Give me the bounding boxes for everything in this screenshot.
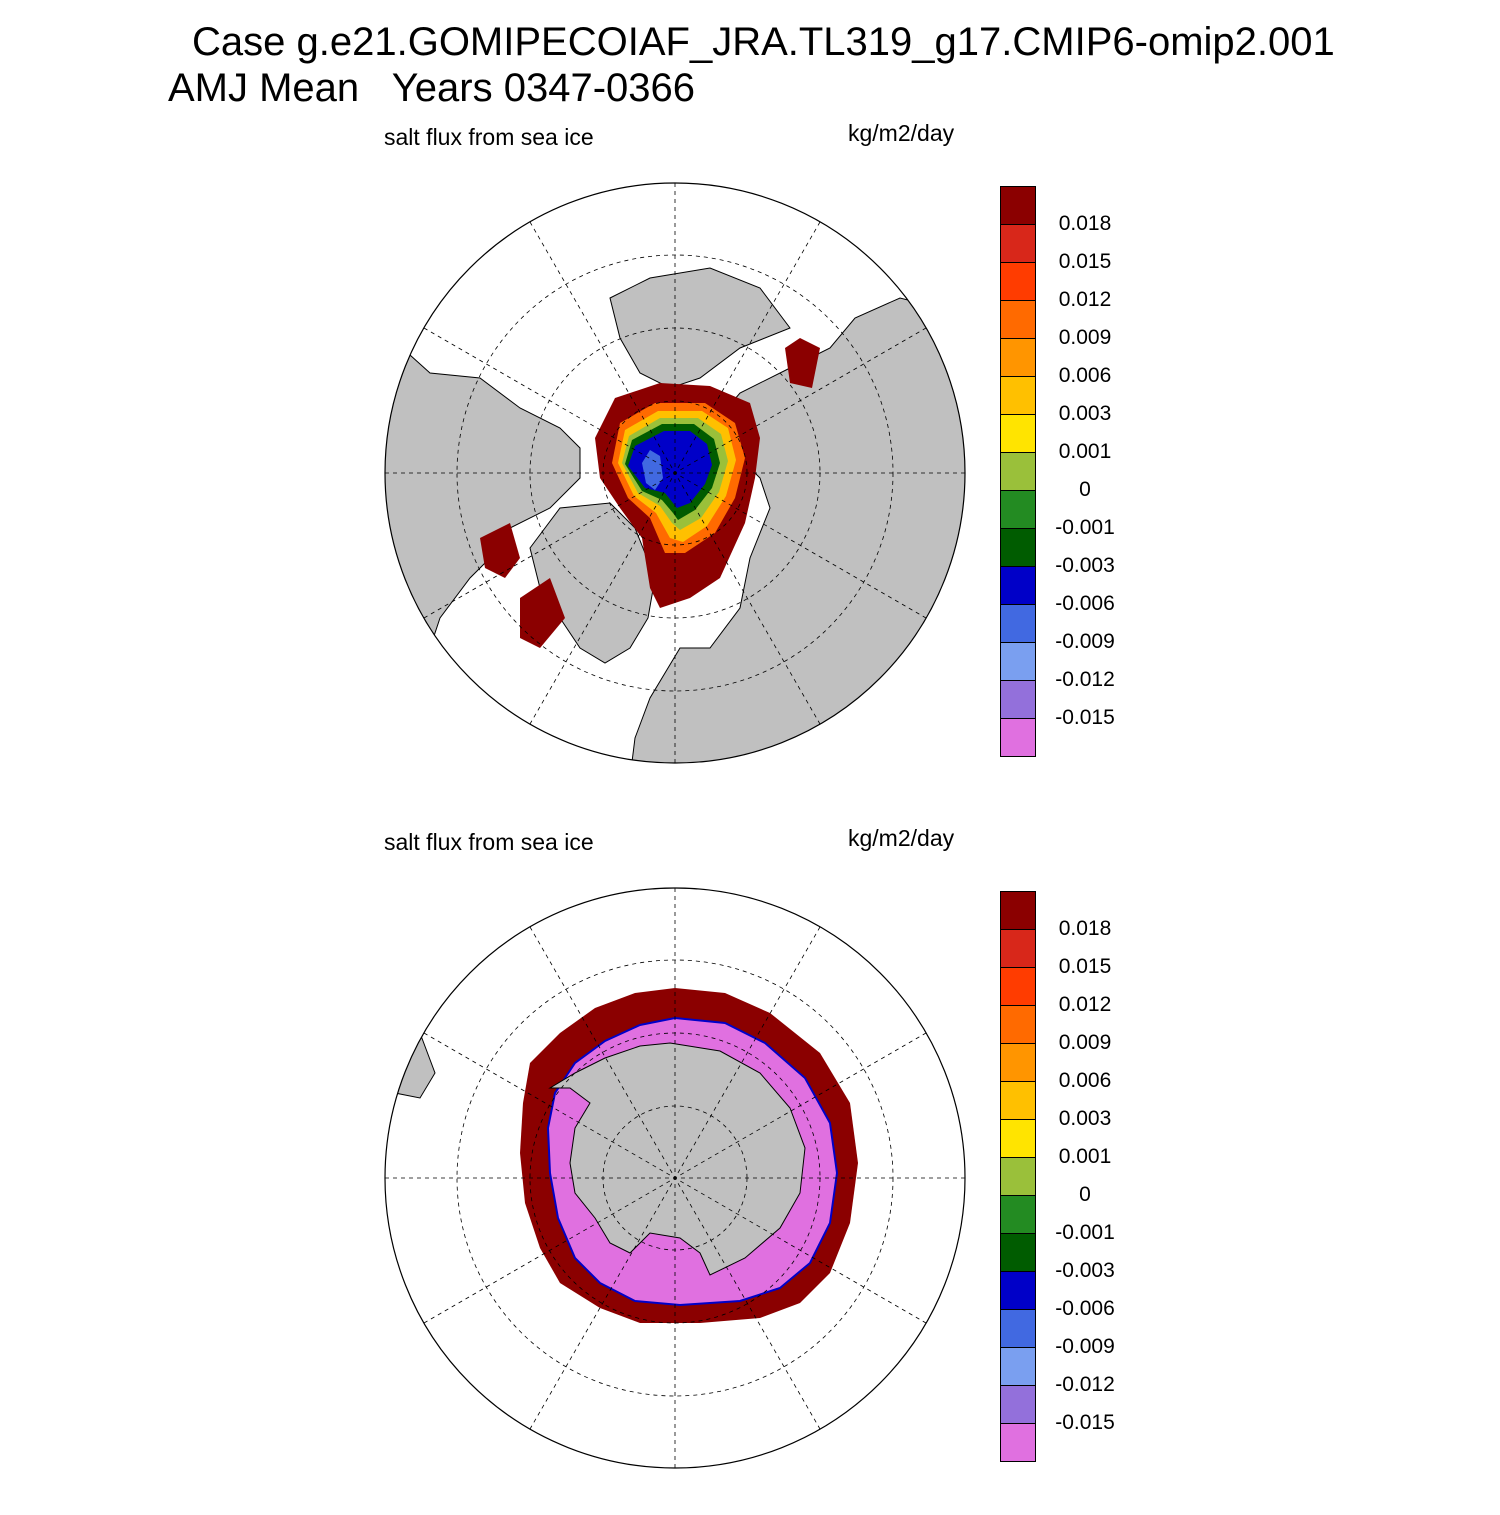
south-polar-map: [384, 887, 966, 1469]
colorbar-tick-label: -0.015: [1055, 706, 1115, 729]
colorbar-swatch: [1000, 528, 1036, 567]
colorbar-tick-label: 0.018: [1058, 212, 1112, 235]
colorbar-tick-label: 0.001: [1058, 1145, 1112, 1168]
colorbar-tick-label: 0.012: [1058, 288, 1112, 311]
figure-title-period: AMJ Mean Years 0347-0366: [168, 66, 696, 110]
colorbar-swatch: [1000, 376, 1036, 415]
north-hemisphere-panel: salt flux from sea ice kg/m2/day: [0, 110, 1500, 810]
colorbar-swatch: [1000, 1195, 1036, 1234]
colorbar-swatch: [1000, 414, 1036, 453]
colorbar-tick-label: 0.003: [1058, 1107, 1112, 1130]
colorbar-swatch: [1000, 929, 1036, 968]
salt-flux-hudson: [480, 523, 520, 578]
south-america-tip: [385, 1002, 436, 1099]
colorbar-tick-label: 0.006: [1058, 1069, 1112, 1092]
colorbar-tick-label: -0.015: [1055, 1411, 1115, 1434]
colorbar-swatch: [1000, 1157, 1036, 1196]
colorbar-tick-label: 0.012: [1058, 993, 1112, 1016]
colorbar-swatch: [1000, 718, 1036, 757]
colorbar-tick-label: -0.001: [1055, 1221, 1115, 1244]
colorbar-tick-label: 0.001: [1058, 440, 1112, 463]
colorbar-swatch: [1000, 186, 1036, 225]
colorbar-swatch: [1000, 891, 1036, 930]
figure-title-case: Case g.e21.GOMIPECOIAF_JRA.TL319_g17.CMI…: [192, 20, 1335, 64]
colorbar-swatch: [1000, 642, 1036, 681]
colorbar-swatch: [1000, 1043, 1036, 1082]
asia-east-landmass: [609, 267, 791, 389]
colorbar-swatch: [1000, 1385, 1036, 1424]
colorbar-tick-label: 0.003: [1058, 402, 1112, 425]
colorbar-tick-label: 0: [1079, 478, 1091, 501]
colorbar-tick-label: -0.003: [1055, 1259, 1115, 1282]
colorbar-tick-label: -0.006: [1055, 592, 1115, 615]
colorbar-tick-label: 0.006: [1058, 364, 1112, 387]
colorbar-swatch: [1000, 604, 1036, 643]
salt-flux-baffin: [520, 578, 565, 648]
colorbar-tick-label: -0.003: [1055, 554, 1115, 577]
colorbar-tick-label: 0: [1079, 1183, 1091, 1206]
units-label: kg/m2/day: [848, 120, 955, 146]
south-hemisphere-panel: salt flux from sea ice kg/m2/day: [0, 815, 1500, 1515]
colorbar-swatch: [1000, 1233, 1036, 1272]
colorbar-tick-label: -0.012: [1055, 1373, 1115, 1396]
colorbar-tick-label: 0.009: [1058, 326, 1112, 349]
colorbar-swatch: [1000, 300, 1036, 339]
colorbar-tick-label: 0.018: [1058, 917, 1112, 940]
units-label: kg/m2/day: [848, 825, 955, 851]
colorbar-swatch: [1000, 1271, 1036, 1310]
colorbar-tick-label: -0.006: [1055, 1297, 1115, 1320]
colorbar-tick-label: -0.009: [1055, 630, 1115, 653]
colorbar-swatch: [1000, 224, 1036, 263]
colorbar-swatch: [1000, 680, 1036, 719]
colorbar-swatch: [1000, 1005, 1036, 1044]
north-polar-map: [384, 182, 966, 764]
colorbar-tick-label: 0.009: [1058, 1031, 1112, 1054]
colorbar-swatch: [1000, 490, 1036, 529]
colorbar-swatch: [1000, 1119, 1036, 1158]
colorbar-swatch: [1000, 1423, 1036, 1462]
colorbar-swatch: [1000, 967, 1036, 1006]
colorbar-tick-label: 0.015: [1058, 250, 1112, 273]
variable-label: salt flux from sea ice: [384, 124, 594, 150]
colorbar-swatch: [1000, 452, 1036, 491]
colorbar-swatch: [1000, 1309, 1036, 1348]
colorbar-tick-label: -0.001: [1055, 516, 1115, 539]
colorbar-swatch: [1000, 566, 1036, 605]
variable-label: salt flux from sea ice: [384, 829, 594, 855]
colorbar-swatch: [1000, 262, 1036, 301]
salt-flux-bering: [785, 338, 820, 388]
colorbar-tick-label: -0.009: [1055, 1335, 1115, 1358]
colorbar-tick-label: 0.015: [1058, 955, 1112, 978]
colorbar-tick-label: -0.012: [1055, 668, 1115, 691]
colorbar-swatch: [1000, 338, 1036, 377]
colorbar-swatch: [1000, 1347, 1036, 1386]
antarctica-landmass: [548, 1042, 806, 1276]
colorbar-swatch: [1000, 1081, 1036, 1120]
